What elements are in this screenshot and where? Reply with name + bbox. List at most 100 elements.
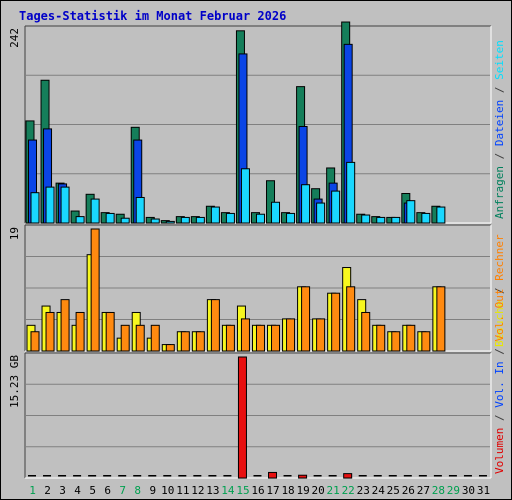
bar-rechner-day-15 [240,318,250,352]
day-label-2: 2 [44,484,51,497]
bar-rechner-day-12 [195,331,205,352]
bar-rechner-day-5 [90,228,100,352]
bar-seiten-day-18 [286,212,296,224]
day-label-13: 13 [206,484,219,497]
bar-seiten-day-1 [30,192,40,224]
bar-seiten-day-14 [225,212,235,224]
bar-rechner-day-17 [271,324,281,352]
bar-seiten-day-22 [346,161,356,224]
bar-seiten-day-9 [150,218,160,224]
bar-rechner-day-18 [286,318,296,352]
volume-bar-zero [58,475,67,477]
bar-rechner-day-2 [45,311,55,352]
day-label-28: 28 [432,484,445,497]
volume-bar-zero [148,475,157,477]
bar-volumen-day-17 [268,471,278,479]
volume-bar-zero [73,475,82,477]
day-label-21: 21 [327,484,340,497]
legend-separator: / [493,281,506,301]
bar-rechner-day-3 [60,299,70,352]
volume-bar-zero [193,475,202,477]
bar-seiten-day-15 [240,168,250,224]
bar-seiten-day-6 [105,212,115,224]
day-label-3: 3 [59,484,66,497]
chart-title: Tages-Statistik im Monat Februar 2026 [19,9,286,23]
volume-bar-zero [373,475,382,477]
bar-rechner-day-4 [75,311,85,352]
day-label-27: 27 [417,484,430,497]
bar-volumen-day-15 [237,356,247,479]
bar-rechner-day-8 [135,324,145,352]
legend-label-seiten: Seiten [493,40,506,80]
panel-requests-legend: Anfragen / Dateien / Seiten [493,40,506,219]
volume-bar-zero [388,475,397,477]
volume-bar-zero [448,475,457,477]
day-label-25: 25 [387,484,400,497]
legend-label-besuche: Besuche [493,301,506,347]
bar-seiten-day-27 [421,212,431,224]
panel-volume-legend: Volumen / Vol. In / Vol. Out [493,289,506,474]
bar-rechner-day-20 [316,318,326,352]
bar-seiten-day-25 [391,216,401,224]
bar-rechner-day-13 [210,299,220,352]
volume-bar-zero [28,475,36,477]
volume-bar-zero [403,475,412,477]
bar-seiten-day-5 [90,198,100,224]
volume-bar-zero [178,475,187,477]
bar-seiten-day-17 [271,201,281,224]
bar-rechner-day-24 [376,324,386,352]
bar-rechner-day-22 [346,286,356,352]
bar-rechner-day-14 [225,324,235,352]
legend-label-rechner: Rechner [493,234,506,281]
day-label-19: 19 [296,484,309,497]
bar-seiten-day-26 [406,200,416,224]
day-label-1: 1 [29,484,36,497]
bar-seiten-day-23 [361,214,371,224]
bar-rechner-day-28 [436,286,446,352]
day-label-29: 29 [447,484,460,497]
bar-seiten-day-16 [255,213,265,224]
bar-seiten-day-12 [195,216,205,224]
volume-bar-zero [478,475,487,477]
bar-seiten-day-8 [135,196,145,224]
bar-seiten-day-24 [376,216,386,224]
bar-rechner-day-27 [421,331,431,352]
bar-volumen-day-22 [343,473,353,479]
volume-bar-zero [103,475,112,477]
bar-seiten-day-19 [301,184,311,224]
day-label-17: 17 [266,484,279,497]
day-label-16: 16 [251,484,264,497]
bar-seiten-day-3 [60,186,70,224]
day-label-14: 14 [221,484,235,497]
day-label-8: 8 [134,484,141,497]
bar-seiten-day-11 [180,216,190,224]
bar-rechner-day-23 [361,311,371,352]
bar-seiten-day-20 [316,202,326,224]
bar-rechner-day-19 [301,286,311,352]
volume-bar-zero [283,475,292,477]
bar-rechner-day-26 [406,324,416,352]
day-label-12: 12 [191,484,204,497]
day-label-31: 31 [477,484,490,497]
bar-rechner-day-6 [105,311,115,352]
day-label-9: 9 [149,484,156,497]
bar-rechner-day-11 [180,331,190,352]
volume-bar-zero [43,475,52,477]
bar-seiten-day-4 [75,216,85,224]
volume-bar-zero [208,475,217,477]
day-label-4: 4 [74,484,81,497]
volume-bar-zero [328,475,337,477]
volume-bar-zero [118,475,127,477]
legend-label-dateien: Dateien [493,100,506,146]
legend-label-anfragen: Anfragen [493,166,506,219]
legend-separator: / [493,146,506,166]
day-label-24: 24 [372,484,386,497]
bar-rechner-day-1 [30,331,40,352]
day-label-5: 5 [89,484,96,497]
legend-separator: / [493,80,506,100]
legend-separator: / [493,342,506,362]
volume-bar-zero [463,475,472,477]
bar-seiten-day-21 [331,190,341,224]
bar-seiten-day-10 [165,220,175,224]
